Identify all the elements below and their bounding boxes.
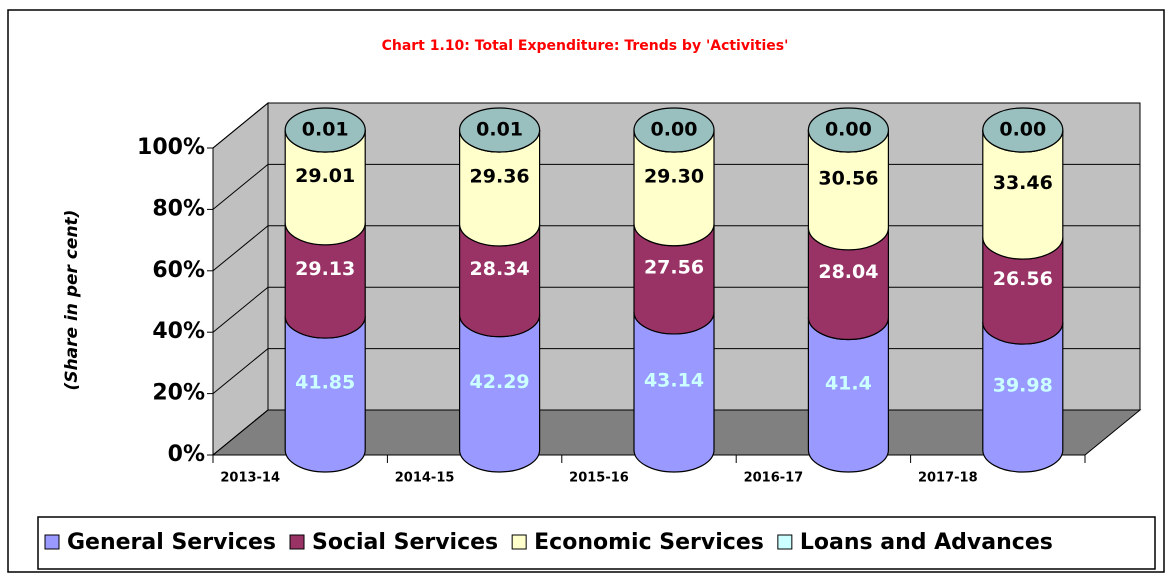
data-label: 41.4 <box>825 372 872 394</box>
data-label: 29.30 <box>644 165 704 187</box>
y-tick-label: 60% <box>152 258 205 283</box>
data-label: 0.00 <box>825 119 872 141</box>
grid-line <box>212 409 269 456</box>
legend-box <box>37 516 1156 570</box>
cylinder-top <box>982 107 1064 153</box>
y-tick-label: 20% <box>152 381 205 406</box>
y-tick-label: 80% <box>152 196 205 221</box>
data-label: 41.85 <box>295 372 355 394</box>
cylinder-segment <box>284 316 366 473</box>
x-tick-label: 2017-18 <box>918 471 978 486</box>
y-tick-label: 40% <box>152 319 205 344</box>
grid-line <box>212 225 269 272</box>
grid-line <box>212 164 269 210</box>
x-tick-label: 2013-14 <box>220 471 280 486</box>
y-tick-label: 100% <box>137 135 205 160</box>
cylinder-top-shade <box>459 108 540 152</box>
legend-label: Social Services <box>312 530 498 555</box>
cylinder-top-shade <box>634 108 714 152</box>
data-label: 27.56 <box>644 256 704 278</box>
data-label: 42.29 <box>470 371 530 393</box>
x-tick-label: 2016-17 <box>744 471 804 486</box>
legend-swatch <box>777 534 793 550</box>
grid-line <box>212 102 269 149</box>
grid-line <box>212 348 269 394</box>
data-label: 28.34 <box>470 258 530 280</box>
data-label: 30.56 <box>818 167 878 189</box>
data-label: 29.13 <box>295 258 355 280</box>
data-label: 43.14 <box>644 369 704 391</box>
y-tick-label: 0% <box>168 442 205 467</box>
cylinder-top <box>284 107 366 153</box>
cylinder-top <box>807 107 890 153</box>
legend-swatch <box>511 534 527 550</box>
chart-title: Chart 1.10: Total Expenditure: Trends by… <box>382 38 789 54</box>
side-wall <box>212 101 269 457</box>
data-label: 28.04 <box>818 261 878 283</box>
grid-line <box>212 286 269 333</box>
cylinder-segment <box>807 317 889 473</box>
cylinder-top-shade <box>982 108 1063 152</box>
cylinder-segment <box>459 314 541 473</box>
legend-swatch <box>44 534 60 550</box>
cylinder-segment <box>633 311 715 473</box>
x-tick-label: 2014-15 <box>395 471 455 486</box>
cylinder-top-shade <box>808 108 889 152</box>
data-label: 0.00 <box>999 119 1046 141</box>
data-label: 29.36 <box>470 166 530 188</box>
data-label: 0.01 <box>476 119 523 141</box>
legend-label: Economic Services <box>534 530 764 555</box>
legend-label: Loans and Advances <box>800 530 1053 555</box>
cylinder-top <box>633 107 715 153</box>
y-axis-label: (Share in per cent) <box>62 210 82 391</box>
x-tick-label: 2015-16 <box>569 471 629 486</box>
legend-label: General Services <box>67 530 276 555</box>
data-label: 33.46 <box>993 172 1053 194</box>
data-label: 0.00 <box>651 119 698 141</box>
legend-swatch <box>289 534 305 550</box>
data-label: 39.98 <box>993 375 1053 397</box>
data-label: 29.01 <box>295 165 355 187</box>
data-label: 26.56 <box>993 268 1053 290</box>
cylinder-top <box>459 107 541 153</box>
data-label: 0.01 <box>302 119 349 141</box>
cylinder-top-shade <box>285 108 366 152</box>
